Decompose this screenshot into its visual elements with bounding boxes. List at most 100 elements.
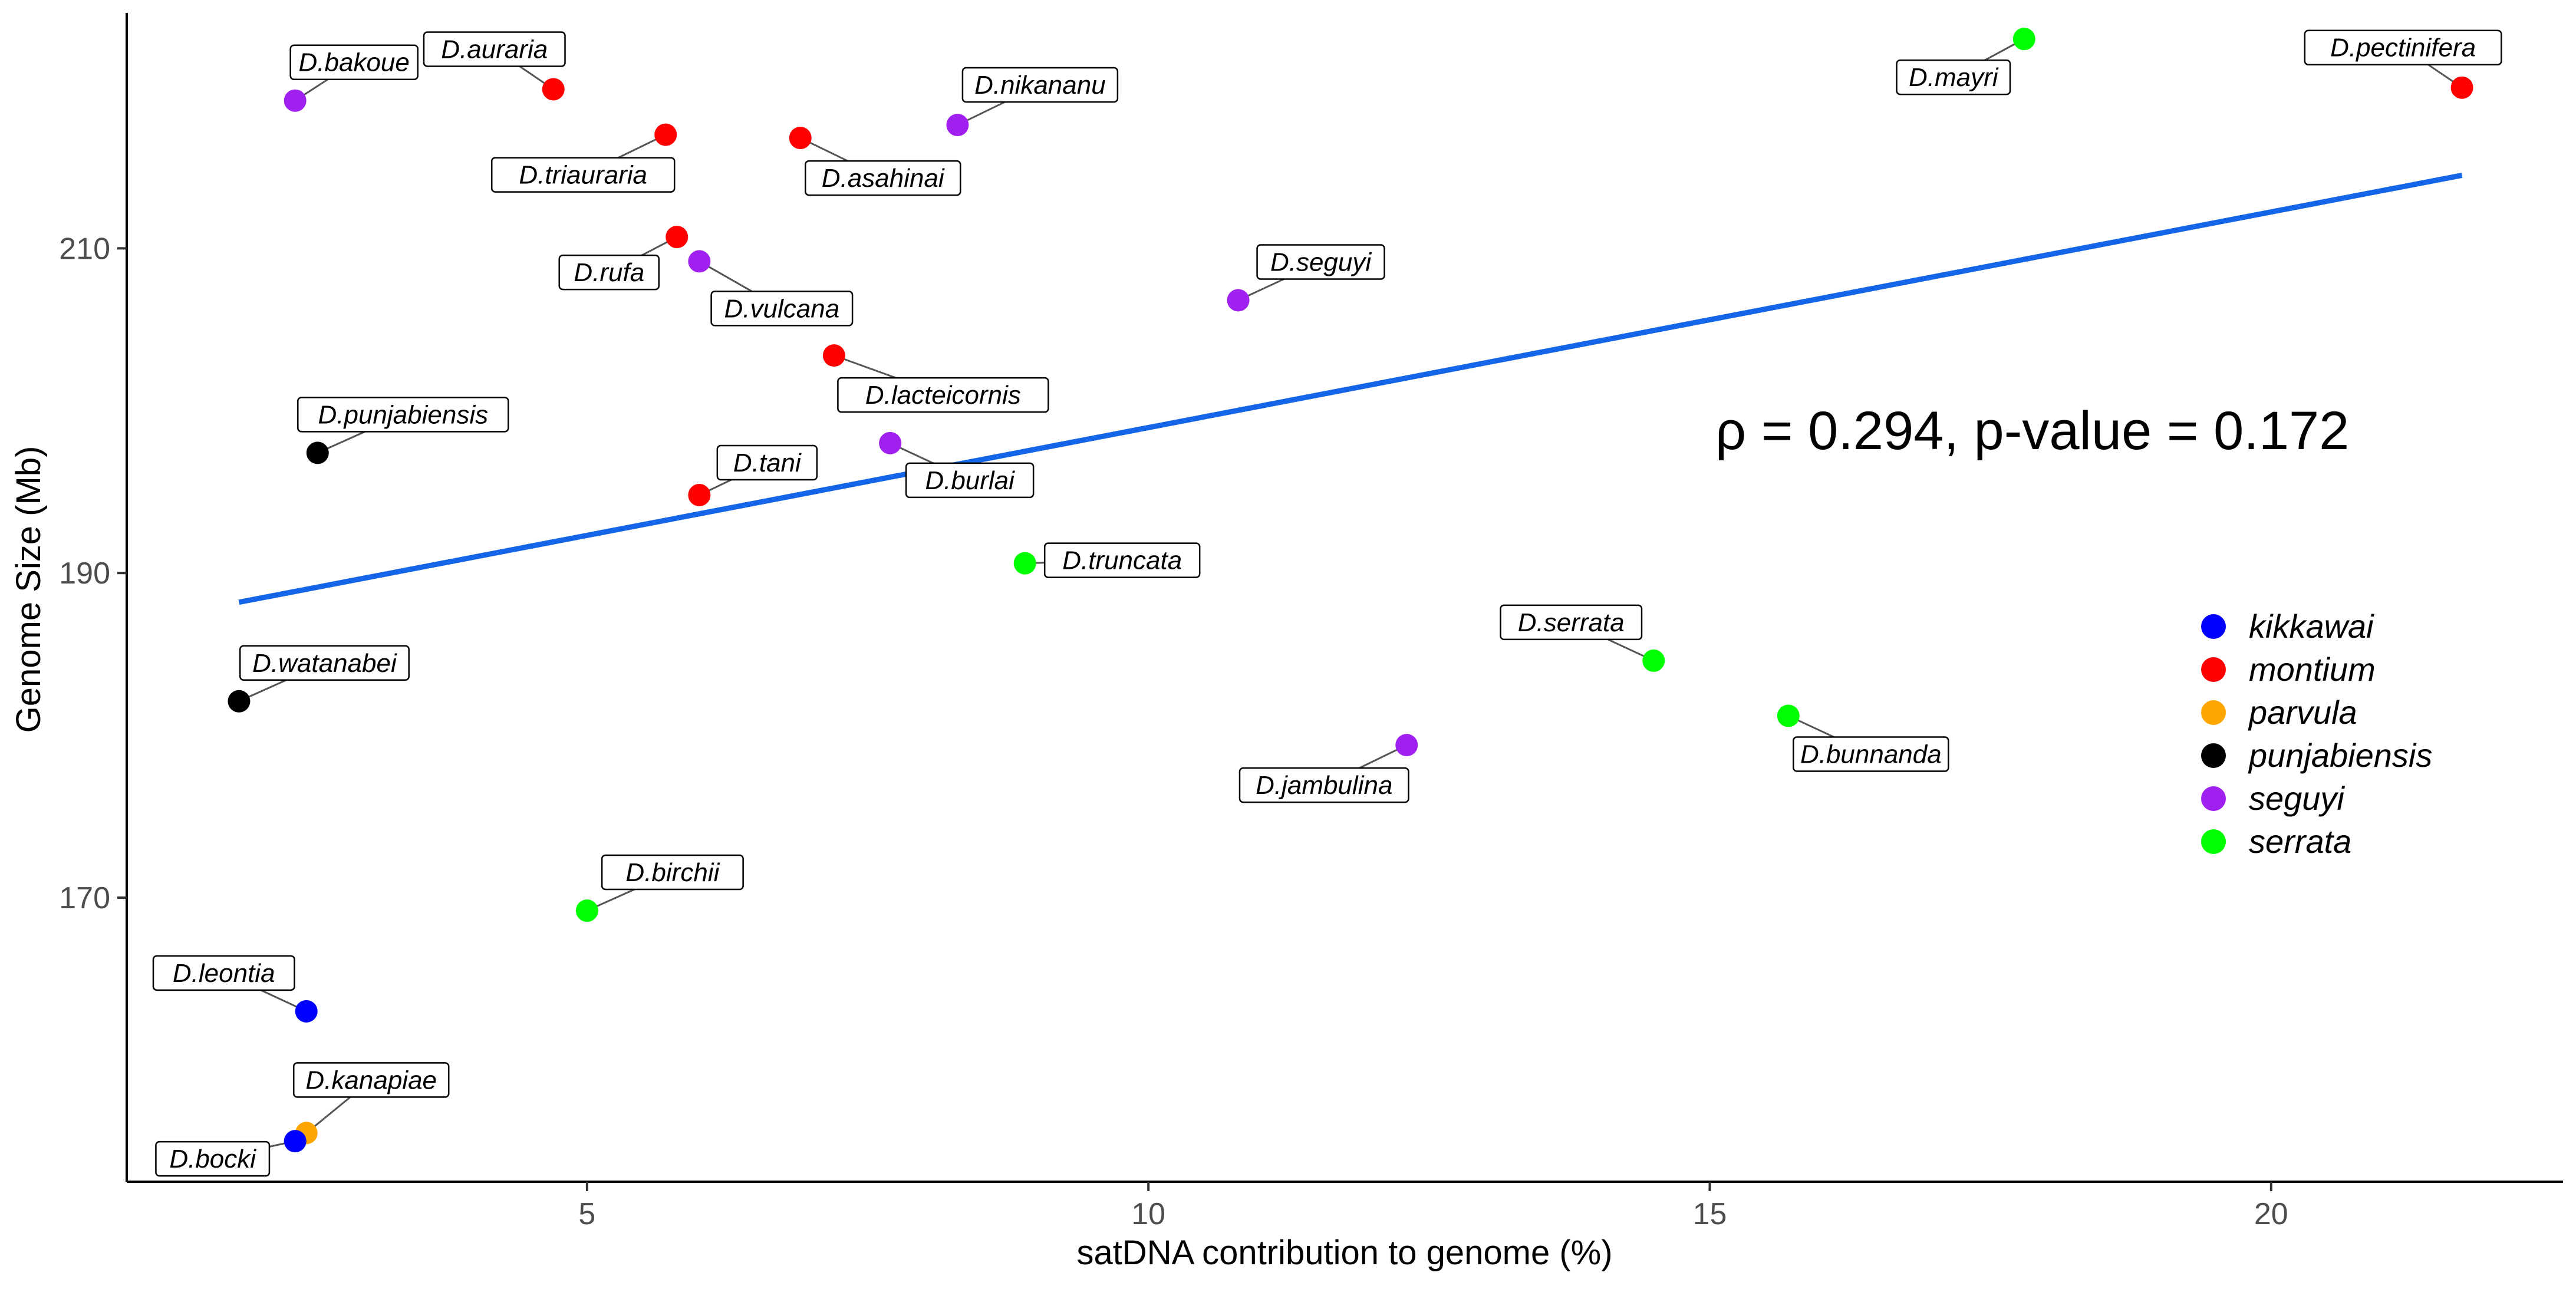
point-label: D.truncata [1043, 542, 1201, 578]
label-box [423, 31, 566, 67]
point-label: D.nikananu [961, 67, 1119, 103]
data-point [688, 483, 711, 506]
point-label-text: D.mayri [1909, 63, 1999, 92]
point-label-text: D.lacteicornis [865, 381, 1021, 410]
label-box [1896, 59, 2011, 95]
point-label: D.birchii [601, 854, 744, 891]
data-point [295, 1000, 318, 1023]
legend-item: kikkawai [2201, 608, 2374, 645]
data-point [1227, 289, 1250, 312]
legend-marker [2201, 700, 2226, 725]
y-tick-label: 210 [59, 232, 110, 266]
legend-item: punjabiensis [2201, 737, 2432, 774]
data-point [822, 344, 845, 367]
point-label-text: D.leontia [173, 959, 275, 988]
point-label-text: D.vulcana [724, 294, 840, 323]
label-box [292, 1062, 450, 1098]
legend-item: parvula [2201, 694, 2357, 731]
legend-item: serrata [2201, 823, 2351, 860]
legend-label: seguyi [2249, 780, 2345, 817]
point-label-text: D.watanabei [252, 649, 397, 678]
legend-marker [2201, 743, 2226, 768]
data-point [946, 114, 969, 137]
point-label: D.bakoue [289, 44, 419, 80]
point-label: D.bunnanda [1793, 736, 1949, 772]
point-label: D.tani [716, 444, 818, 481]
regression-line [238, 172, 2463, 605]
point-label-text: D.seguyi [1270, 248, 1372, 276]
data-point [284, 89, 307, 112]
label-box [297, 397, 509, 433]
label-box [1500, 604, 1643, 641]
point-label-text: D.bakoue [299, 48, 410, 77]
point-label-text: D.rufa [574, 258, 644, 287]
point-label: D.serrata [1500, 604, 1643, 641]
data-point [654, 123, 677, 146]
y-tick-label: 170 [59, 881, 110, 915]
x-tick-label: 10 [1131, 1197, 1165, 1231]
data-point [2450, 76, 2473, 99]
label-box [239, 645, 410, 681]
point-label: D.triauraria [490, 157, 676, 193]
y-tick-label: 190 [59, 556, 110, 591]
point-label-text: D.birchii [625, 858, 720, 887]
point-label-text: D.kanapiae [305, 1066, 437, 1095]
data-point [284, 1130, 307, 1153]
legend: kikkawai montium parvula punjabiensis seguyi… [2201, 608, 2432, 860]
point-label-text: D.burlai [925, 466, 1015, 495]
label-leaders [212, 38, 2463, 1160]
legend-label: parvula [2248, 694, 2357, 731]
legend-marker [2201, 786, 2226, 811]
legend-item: montium [2201, 651, 2376, 688]
data-point [1777, 704, 1800, 727]
point-label: D.seguyi [1256, 244, 1385, 280]
legend-marker [2201, 829, 2226, 854]
data-points [228, 28, 2473, 1153]
label-box [2304, 29, 2502, 65]
data-point [1013, 552, 1036, 575]
label-box [905, 462, 1035, 499]
label-box [490, 157, 676, 193]
point-label-text: D.bocki [169, 1145, 256, 1173]
data-point [1395, 734, 1418, 757]
data-point [789, 127, 812, 150]
data-point [879, 431, 902, 454]
point-label: D.kanapiae [292, 1062, 450, 1098]
point-label-text: D.punjabiensis [318, 400, 488, 429]
legend-label: serrata [2249, 823, 2351, 860]
x-tick-label: 5 [578, 1197, 595, 1231]
data-point [1642, 649, 1665, 672]
label-box [961, 67, 1119, 103]
data-point [542, 78, 565, 101]
label-box [1793, 736, 1949, 772]
legend-label: montium [2249, 651, 2376, 688]
label-box [1043, 542, 1201, 578]
point-label-text: D.auraria [441, 35, 548, 64]
data-point [2012, 28, 2035, 51]
point-label: D.lacteicornis [837, 377, 1049, 413]
point-label: D.rufa [558, 254, 660, 291]
data-point [575, 899, 598, 922]
x-tick-label: 15 [1693, 1197, 1727, 1231]
legend-marker [2201, 657, 2226, 682]
legend-label: kikkawai [2249, 608, 2374, 645]
label-box [558, 254, 660, 291]
label-box [152, 955, 295, 991]
point-label: D.pectinifera [2304, 29, 2502, 65]
legend-marker [2201, 614, 2226, 639]
label-box [805, 160, 961, 196]
legend-label: punjabiensis [2248, 737, 2432, 774]
point-label-text: D.pectinifera [2330, 34, 2476, 62]
label-box [710, 291, 854, 327]
point-label: D.bocki [155, 1140, 271, 1177]
y-axis-title: Genome Size (Mb) [9, 446, 48, 733]
axis-ticks: 5 10 15 20 170 190 210 [59, 232, 2288, 1231]
point-label-text: D.tani [733, 449, 802, 477]
point-label-text: D.serrata [1518, 608, 1625, 637]
label-box [601, 854, 744, 891]
label-box [289, 44, 419, 80]
label-box [1256, 244, 1385, 280]
point-label: D.leontia [152, 955, 295, 991]
point-label: D.burlai [905, 462, 1035, 499]
